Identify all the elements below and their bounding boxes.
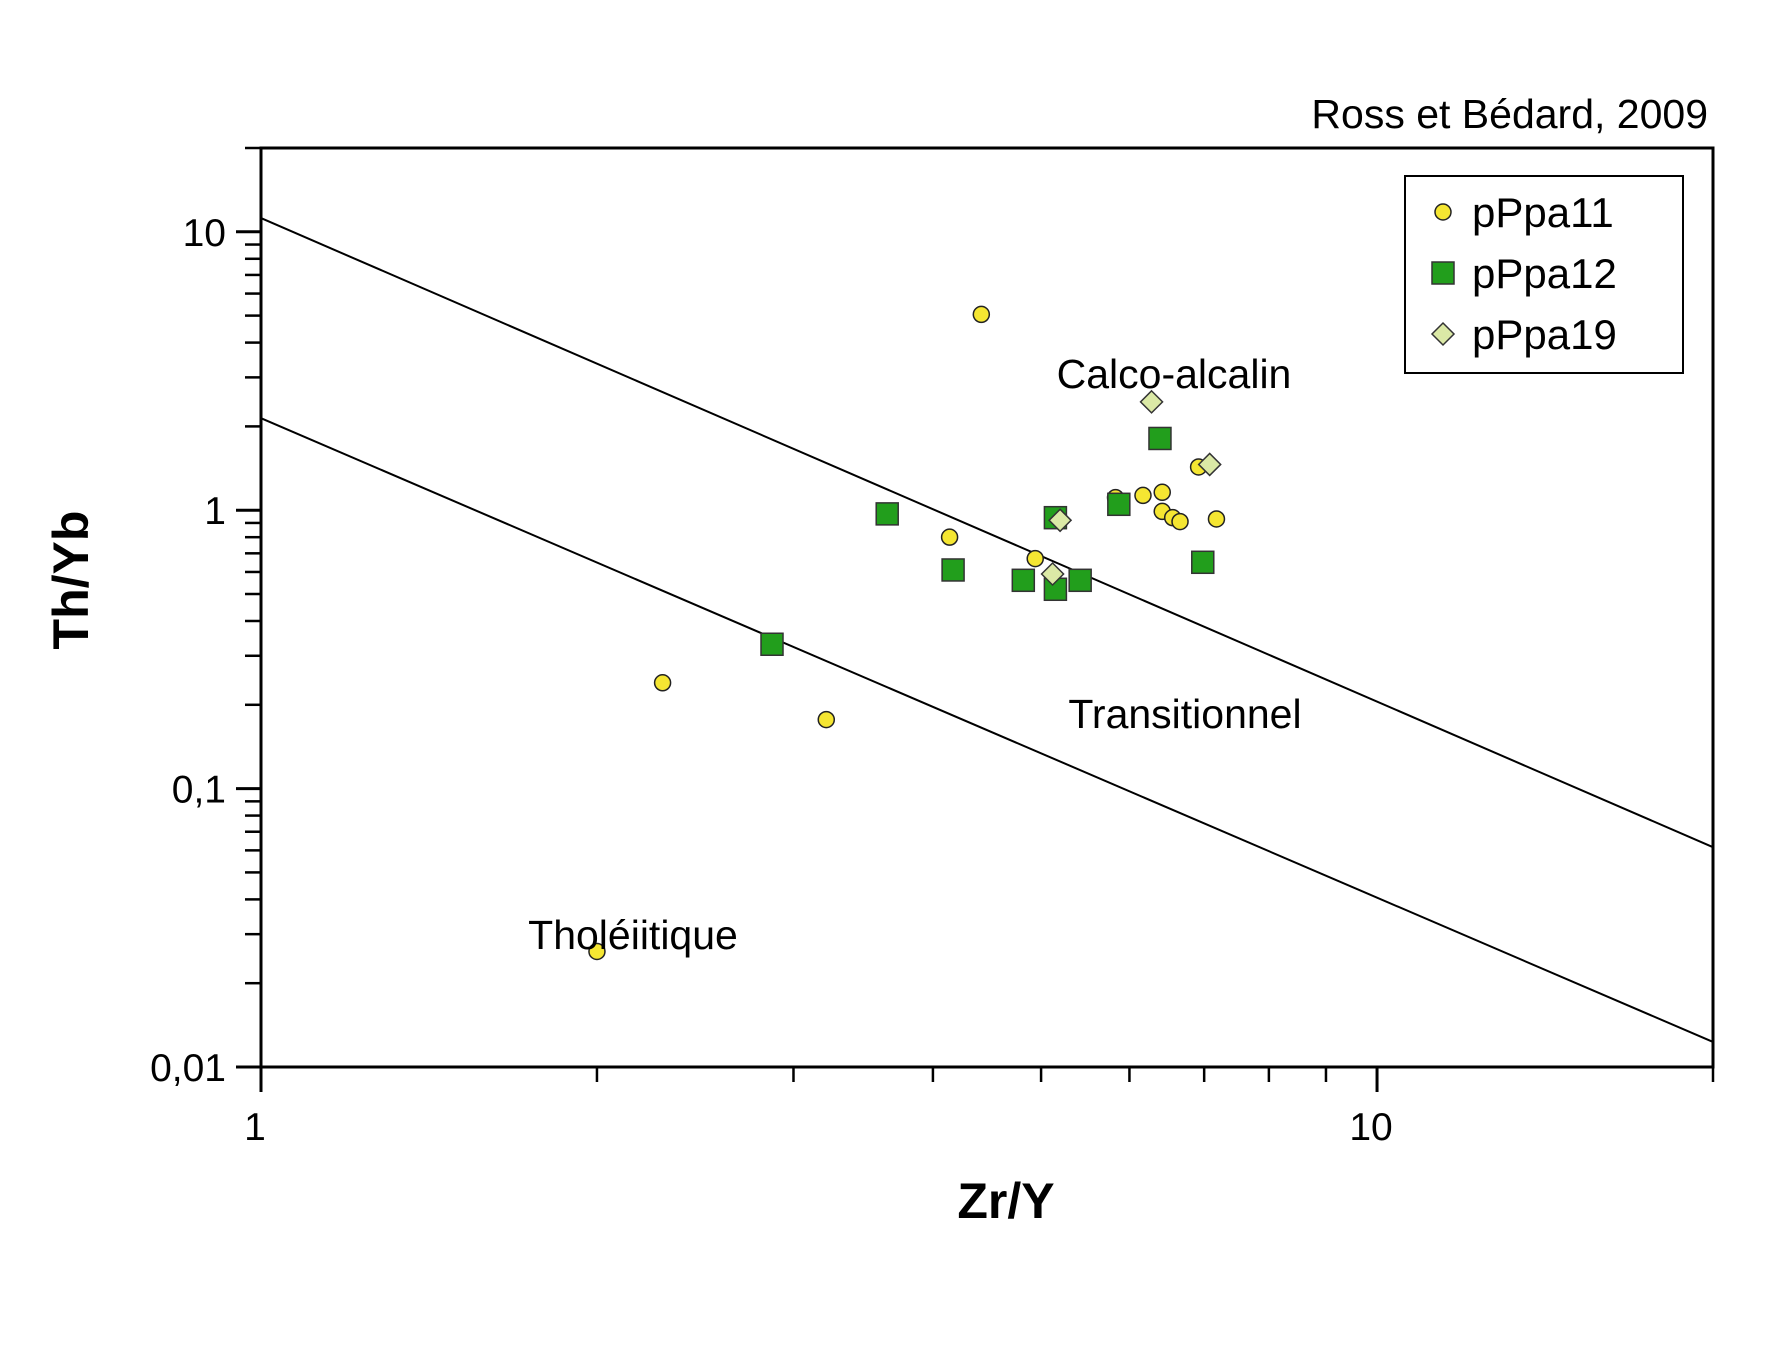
legend: pPpa11 pPpa12 pPpa19: [1404, 175, 1684, 374]
point-pPpa19: [1048, 508, 1073, 533]
legend-label-pPpa12: pPpa12: [1472, 250, 1617, 297]
axis-ticks: [236, 146, 1715, 1092]
x-tick-label: 1: [244, 1106, 266, 1149]
y-tick-label: 0,1: [172, 769, 226, 812]
point-pPpa11: [1134, 486, 1152, 505]
point-pPpa11: [940, 528, 959, 546]
field-label-calco-alcalin: Calco-alcalin: [1057, 351, 1292, 397]
x-tick-label: 10: [1349, 1106, 1392, 1149]
point-pPpa12: [1011, 568, 1036, 593]
point-pPpa12: [1107, 492, 1131, 517]
data-points: [588, 305, 1226, 961]
source-note: Ross et Bédard, 2009: [1311, 91, 1708, 137]
point-pPpa11: [1026, 549, 1044, 568]
point-pPpa19: [1040, 561, 1065, 587]
boundary-lines: [260, 217, 1714, 1043]
point-pPpa12: [941, 558, 965, 582]
boundary-line-calc-alkaline-transitional: [260, 217, 1714, 849]
point-pPpa12: [1068, 568, 1092, 593]
legend-marker-pPpa12: [1431, 261, 1455, 285]
boundary-line-transitional-tholeiitic: [260, 417, 1714, 1043]
point-pPpa12: [760, 632, 784, 656]
point-pPpa11: [817, 710, 836, 729]
point-pPpa11: [1153, 483, 1171, 502]
y-axis-label: Th/Yb: [43, 511, 99, 650]
point-pPpa12: [875, 502, 899, 526]
legend-marker-pPpa11: [1434, 203, 1452, 221]
point-pPpa19: [1139, 389, 1164, 414]
plot-frame: [259, 146, 1715, 1069]
field-label-tholeiitique: Tholéiitique: [528, 912, 738, 958]
x-axis-label: Zr/Y: [957, 1173, 1054, 1229]
field-label-transitionnel: Transitionnel: [1068, 691, 1301, 737]
legend-marker-pPpa19: [1430, 321, 1456, 347]
point-pPpa12: [1148, 426, 1172, 451]
point-pPpa12: [1191, 550, 1215, 575]
legend-label-pPpa11: pPpa11: [1472, 189, 1614, 236]
point-pPpa11: [588, 942, 606, 961]
point-pPpa11: [653, 674, 672, 692]
point-pPpa11: [1207, 510, 1226, 528]
y-tick-label: 1: [204, 490, 226, 533]
point-pPpa11: [1171, 512, 1189, 531]
y-tick-label: 0,01: [150, 1047, 226, 1090]
point-pPpa11: [972, 305, 991, 324]
y-tick-label: 10: [183, 212, 226, 255]
legend-label-pPpa19: pPpa19: [1472, 311, 1617, 358]
point-pPpa19: [1197, 452, 1222, 477]
